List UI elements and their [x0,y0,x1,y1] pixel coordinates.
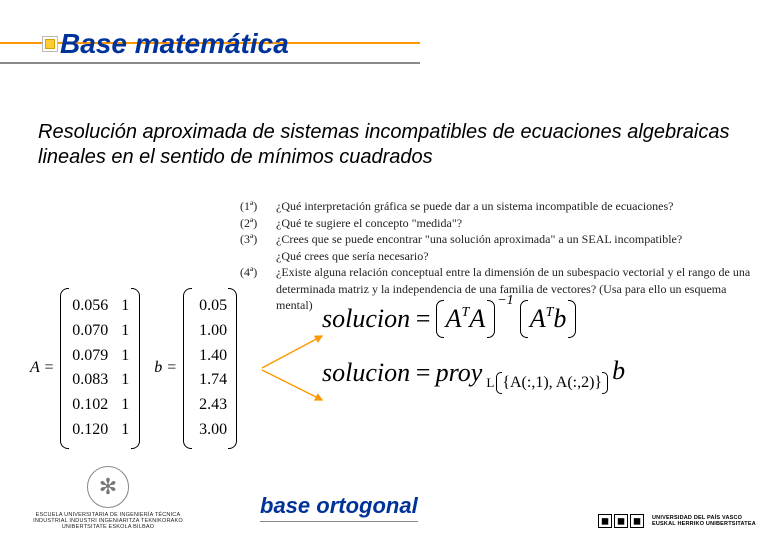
matrix-A-label: A = [30,359,56,377]
matrix-b: 0.05 1.00 1.40 1.74 2.43 3.00 [183,288,237,449]
footer-right: ◼◼◼ UNIVERSIDAD DEL PAÍS VASCO EUSKAL HE… [598,514,758,528]
projection-subscript: L {A(:,1), A(:,2)} [486,372,608,394]
slide-subtitle: Resolución aproximada de sistemas incomp… [38,120,738,170]
arrow-connectors [260,330,330,410]
footer-left-text: ESCUELA UNIVERSITARIA DE INGENIERÍA TÉCN… [28,512,188,530]
matrix-b-label: b = [154,359,179,377]
ehu-logo-icon: ◼◼◼ [598,514,644,528]
question-row: (2ª)¿Qué te sugiere el concepto "medida"… [240,215,760,232]
footer-underline [260,521,418,523]
matrices: A = 0.0561 0.0701 0.0791 0.0831 0.1021 0… [30,288,237,449]
crest-icon: ✻ [87,466,129,508]
slide-title: Base matemática [60,28,289,60]
title-bullet-inner [45,39,55,49]
paren-Atb: AT b [520,300,577,338]
question-row: (3ª)¿Crees que se puede encontrar "una s… [240,231,760,248]
footer-right-text: UNIVERSIDAD DEL PAÍS VASCO EUSKAL HERRIK… [652,515,758,528]
equation-normal: solucion = AT A −1 AT b [322,300,625,338]
title-bullet [42,36,58,52]
footer-left: ✻ ESCUELA UNIVERSITARIA DE INGENIERÍA TÉ… [28,466,188,530]
matrix-A: 0.0561 0.0701 0.0791 0.0831 0.1021 0.120… [60,288,140,449]
accent-line-bottom [0,62,420,64]
equation-projection: solucion = proy L {A(:,1), A(:,2)} b [322,358,625,388]
slide-title-area: Base matemática [60,28,289,60]
equations: solucion = AT A −1 AT b solucion = proy … [322,300,625,388]
question-row: (1ª)¿Qué interpretación gráfica se puede… [240,198,760,215]
question-row: ¿Qué crees que sería necesario? [240,248,760,265]
paren-AtA: AT A [436,300,496,338]
footer-center: base ortogonal [260,493,418,523]
